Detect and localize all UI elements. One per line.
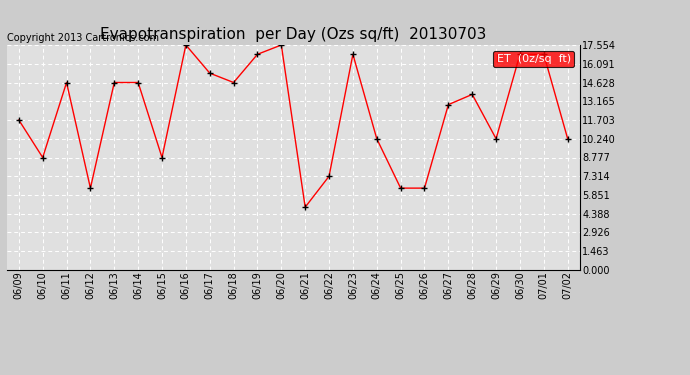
Legend: ET  (0z/sq  ft): ET (0z/sq ft): [493, 51, 574, 67]
Text: Copyright 2013 Cartronics.com: Copyright 2013 Cartronics.com: [7, 33, 159, 43]
Title: Evapotranspiration  per Day (Ozs sq/ft)  20130703: Evapotranspiration per Day (Ozs sq/ft) 2…: [100, 27, 486, 42]
